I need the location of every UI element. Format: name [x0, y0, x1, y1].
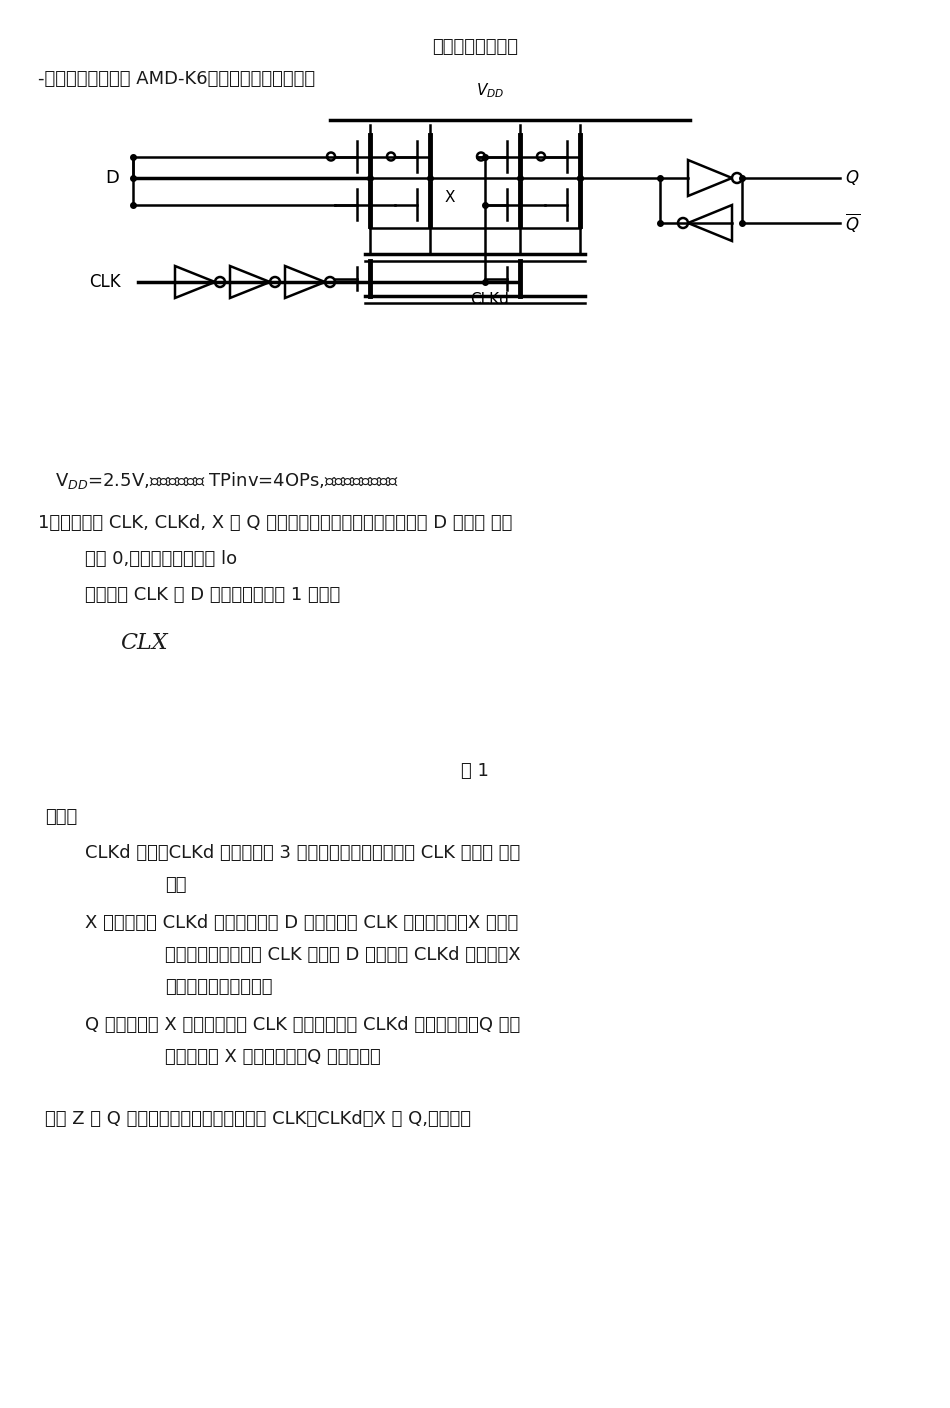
Text: 实验课五时序逻辑: 实验课五时序逻辑 [432, 38, 518, 56]
Text: -、下图是一种用于 AMD-K6处理器的脉冲寄存器。: -、下图是一种用于 AMD-K6处理器的脉冲寄存器。 [38, 70, 315, 87]
Text: V$_{DD}$: V$_{DD}$ [476, 82, 504, 100]
Text: Q 点波形：当 X 点为高电平且 CLK 为高电平以及 CLKd 为高电平时，Q 才为: Q 点波形：当 X 点为高电平且 CLK 为高电平以及 CLKd 为高电平时，Q… [85, 1017, 521, 1033]
Text: Q: Q [845, 169, 858, 187]
Text: CLKd: CLKd [470, 291, 509, 307]
Text: D: D [105, 169, 119, 187]
Text: CLK: CLK [89, 273, 121, 291]
Text: CLKd 波形：CLKd 的波形经过 3 个反相器的延时，与输入 CLK 时钟波 形相: CLKd 波形：CLKd 的波形经过 3 个反相器的延时，与输入 CLK 时钟波… [85, 843, 521, 862]
Text: 中为 0,在另一个周期中为 lo: 中为 0,在另一个周期中为 lo [85, 551, 238, 567]
Text: 反。: 反。 [165, 876, 186, 894]
Text: 解：假设 CLK 和 D 的输入波形如图 1 所示：: 解：假设 CLK 和 D 的输入波形如图 1 所示： [85, 586, 340, 604]
Text: V$_{DD}$=2.5V,反相器的延迟 TPinv=4OPs,回答下面的问题：: V$_{DD}$=2.5V,反相器的延迟 TPinv=4OPs,回答下面的问题： [55, 470, 399, 491]
Text: CLX: CLX [120, 632, 167, 653]
Text: X 点波形：当 CLKd 为低电平或者 D 为低电平或 CLK 为高电平时，X 点被上: X 点波形：当 CLKd 为低电平或者 D 为低电平或 CLK 为高电平时，X … [85, 914, 519, 932]
Text: 1、画出节点 CLK, CLKd, X 和 Q 两个时钟周期内的波形，其中输入 D 在一个 周期: 1、画出节点 CLK, CLKd, X 和 Q 两个时钟周期内的波形，其中输入 … [38, 514, 512, 532]
Text: $\overline{Q}$: $\overline{Q}$ [845, 211, 860, 235]
Text: 低电平；当 X 为低电平时，Q 为高电平。: 低电平；当 X 为低电平时，Q 为高电平。 [165, 1048, 381, 1066]
Text: 由于 Z 前 Q 值状态为不确定态，因此节点 CLK、CLKd、X 和 Q,在两个时: 由于 Z 前 Q 值状态为不确定态，因此节点 CLK、CLKd、X 和 Q,在两… [45, 1110, 471, 1128]
Text: 图 1: 图 1 [461, 762, 489, 780]
Text: X: X [445, 190, 455, 206]
Text: 拉到高电平；只有当 CLK 为高且 D 为高以及 CLKd 为高时，X: 拉到高电平；只有当 CLK 为高且 D 为高以及 CLKd 为高时，X [165, 946, 521, 964]
Text: 点才被下拉到低电平。: 点才被下拉到低电平。 [165, 979, 273, 995]
Text: 分析：: 分析： [45, 808, 77, 826]
